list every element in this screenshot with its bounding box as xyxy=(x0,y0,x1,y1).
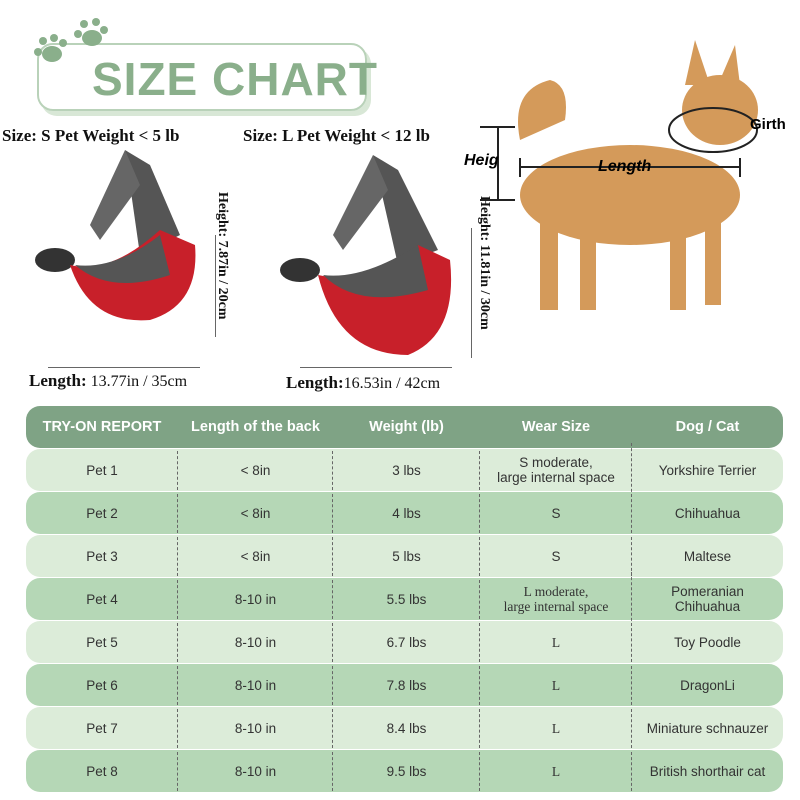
small-length: 13.77in / 35cm xyxy=(90,373,188,390)
table-cell: < 8in xyxy=(178,450,333,490)
table-cell: Maltese xyxy=(683,548,732,564)
table-cell: Pet 4 xyxy=(26,579,178,619)
table-cell: L xyxy=(480,622,632,662)
table-cell: Pomeranian Chihuahua xyxy=(671,584,744,614)
small-bag-image xyxy=(35,150,196,321)
table-cell: Pet 5 xyxy=(26,622,178,662)
table-cell: 8-10 in xyxy=(178,751,333,791)
table-cell: 3 lbs xyxy=(333,450,480,490)
table-cell: L moderate, large internal space xyxy=(480,572,632,626)
table-row: Pet 7 8-10 in 8.4 lbs L Miniature schnauzer xyxy=(26,707,783,749)
table-cell: 6.7 lbs xyxy=(333,622,480,662)
small-length-line xyxy=(48,367,200,368)
table-cell: Chihuahua xyxy=(674,505,741,521)
table-cell: S xyxy=(480,536,632,576)
table-cell: 8-10 in xyxy=(178,665,333,705)
table-row: Pet 2 < 8in 4 lbs S Chihuahua xyxy=(26,492,783,534)
table-row: Pet 8 8-10 in 9.5 lbs L British shorthair ca… xyxy=(26,750,783,792)
large-bag-image xyxy=(280,155,452,355)
table-cell: Pet 3 xyxy=(26,536,178,576)
table-row: Pet 1 < 8in 3 lbs S moderate, large interna… xyxy=(26,443,783,497)
small-height-line xyxy=(215,235,216,337)
table-cell: 7.8 lbs xyxy=(333,665,480,705)
table-cell: 9.5 lbs xyxy=(333,751,480,791)
dog-height-label: Heig xyxy=(464,152,499,169)
table-cell: 8-10 in xyxy=(178,708,333,748)
table-cell: Toy Poodle xyxy=(674,634,741,650)
title-frame xyxy=(37,43,367,111)
table-cell: 8.4 lbs xyxy=(333,708,480,748)
table-cell: S xyxy=(480,493,632,533)
table-cell: 5.5 lbs xyxy=(333,579,480,619)
table-header: TRY-ON REPORT Length of the back Weight … xyxy=(26,406,783,448)
size-s-label: Size: S Pet Weight < 5 lb xyxy=(2,126,180,145)
header-cell: TRY-ON REPORT xyxy=(42,418,162,435)
table-cell: 8-10 in xyxy=(178,579,333,619)
table-cell: L xyxy=(480,708,632,748)
table-cell: S moderate, large internal space xyxy=(480,443,632,497)
dog-image xyxy=(480,40,758,310)
table-cell: Pet 6 xyxy=(26,665,178,705)
header-cell: Length of the back xyxy=(191,418,320,435)
large-length-line xyxy=(300,367,452,368)
header-cell: Weight (lb) xyxy=(369,418,444,435)
page-title: SIZE CHART xyxy=(92,53,378,105)
table-cell: < 8in xyxy=(178,536,333,576)
small-height: Height: 7.87in / 20cm xyxy=(215,192,230,320)
large-height: Height: 11.81in / 30cm xyxy=(477,196,492,330)
table-cell: Miniature schnauzer xyxy=(646,720,769,736)
large-length-label: Length: xyxy=(286,373,344,392)
table-row: Pet 6 8-10 in 7.8 lbs L DragonLi xyxy=(26,664,783,706)
table-cell: 5 lbs xyxy=(333,536,480,576)
table-cell: 4 lbs xyxy=(333,493,480,533)
table-cell: DragonLi xyxy=(680,677,735,693)
table-cell: Pet 2 xyxy=(26,493,178,533)
large-length: 16.53in / 42cm xyxy=(343,375,441,392)
table-cell: L xyxy=(480,751,632,791)
small-length-label: Length: xyxy=(29,371,87,390)
table-cell: Pet 1 xyxy=(26,450,178,490)
try-on-table: TRY-ON REPORT Length of the back Weight … xyxy=(26,406,783,793)
table-row: Pet 3 < 8in 5 lbs S Maltese xyxy=(26,535,783,577)
paw-prints-icon xyxy=(34,18,108,62)
header-cell: Dog / Cat xyxy=(675,418,740,435)
table-cell: < 8in xyxy=(178,493,333,533)
table-cell: Yorkshire Terrier xyxy=(658,462,757,478)
table-cell: Pet 7 xyxy=(26,708,178,748)
table-cell: 8-10 in xyxy=(178,622,333,662)
large-height-line xyxy=(471,228,472,358)
table-row: Pet 4 8-10 in 5.5 lbs L moderate, large int… xyxy=(26,572,783,626)
size-l-label: Size: L Pet Weight < 12 lb xyxy=(243,126,430,145)
dog-length-label: Length xyxy=(598,158,652,175)
header-cell: Wear Size xyxy=(521,418,591,435)
table-row: Pet 5 8-10 in 6.7 lbs L Toy Poodle xyxy=(26,621,783,663)
table-cell: Pet 8 xyxy=(26,751,178,791)
table-cell: L xyxy=(480,665,632,705)
dog-girth-label: Girth xyxy=(750,116,786,133)
table-cell: British shorthair cat xyxy=(649,763,766,779)
